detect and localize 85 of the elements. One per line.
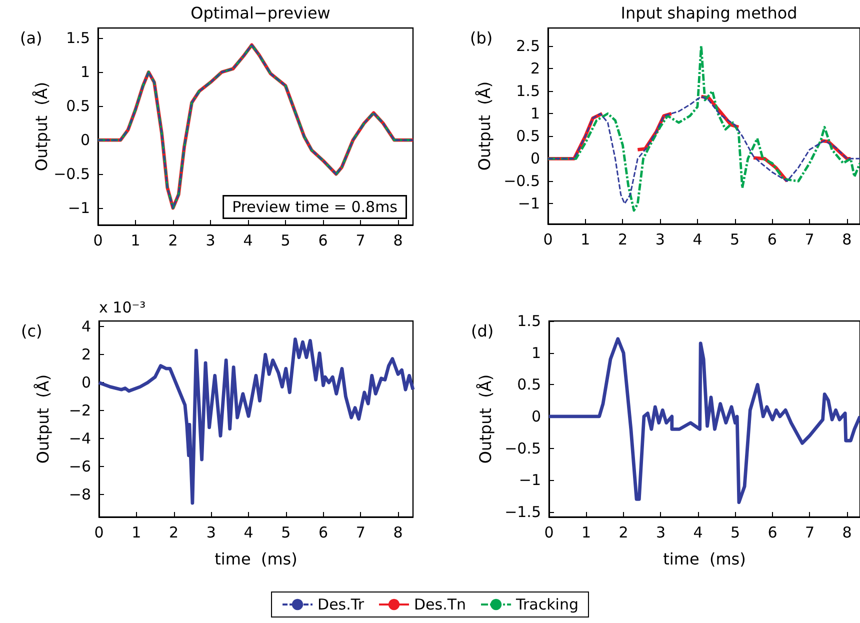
legend-label: Des.Tr bbox=[318, 596, 365, 614]
y-tick-label: 2 bbox=[81, 346, 91, 364]
y-tick-label: 1.5 bbox=[517, 312, 541, 330]
x-tick-label: 4 bbox=[693, 524, 703, 542]
text: (a) bbox=[20, 28, 42, 48]
x-tick-label: 1 bbox=[580, 230, 590, 248]
x-tick-label: 6 bbox=[318, 524, 328, 542]
text: (b) bbox=[470, 28, 493, 48]
y-tick-label: 1 bbox=[530, 104, 540, 123]
y-tick-label: −6 bbox=[68, 458, 91, 476]
x-tick-label: 3 bbox=[206, 232, 216, 250]
y-tick-label: −4 bbox=[68, 430, 91, 448]
legend-label: Tracking bbox=[515, 596, 578, 614]
x-tick-label: 6 bbox=[318, 232, 328, 250]
x-axis-title: time (ms) bbox=[214, 550, 298, 568]
x-axis-title: time (ms) bbox=[663, 550, 746, 568]
x-tick-label: 1 bbox=[581, 524, 592, 542]
y-tick-label: −8 bbox=[68, 486, 91, 504]
x-tick-label: 5 bbox=[730, 230, 740, 248]
x-tick-label: 5 bbox=[281, 524, 291, 542]
x-tick-label: 3 bbox=[206, 524, 216, 542]
x-tick-label: 7 bbox=[356, 232, 366, 250]
y-tick-label: 1 bbox=[531, 344, 541, 362]
y-tick-label: −1 bbox=[518, 194, 540, 213]
x-tick-label: 1 bbox=[130, 232, 140, 250]
line-series bbox=[97, 338, 415, 505]
x-tick-label: 0 bbox=[543, 230, 553, 248]
x-tick-label: 6 bbox=[767, 230, 777, 248]
x-tick-label: 4 bbox=[243, 232, 253, 250]
x-tick-label: 4 bbox=[692, 230, 702, 248]
y-tick-label: 0 bbox=[531, 407, 541, 426]
legend-label: Des.Tn bbox=[414, 596, 466, 614]
x-tick-label: 0 bbox=[544, 524, 554, 542]
y-tick-label: 1.5 bbox=[516, 82, 540, 100]
x-tick-label: 2 bbox=[168, 524, 179, 542]
y-tick-label: −1 bbox=[518, 471, 541, 490]
text: (d) bbox=[471, 322, 494, 340]
x-tick-label: 5 bbox=[730, 524, 740, 542]
y-tick-label: 0.5 bbox=[66, 97, 90, 116]
y-axis-title: Output (Å) bbox=[476, 374, 496, 464]
x-tick-label: 0 bbox=[93, 232, 103, 250]
y-tick-label: 0 bbox=[530, 150, 540, 168]
chart-title: Optimal−preview bbox=[190, 4, 330, 22]
y-tick-label: 2 bbox=[530, 60, 540, 78]
x-tick-label: 2 bbox=[618, 524, 628, 542]
line-series bbox=[546, 44, 860, 212]
y-tick-label: 2.5 bbox=[516, 37, 540, 56]
line-series bbox=[547, 96, 860, 204]
x-tick-label: 1 bbox=[132, 524, 142, 542]
y-axis-title: Output (Å) bbox=[32, 82, 52, 172]
y-tick-label: −1.5 bbox=[504, 502, 541, 521]
text: x 10⁻³ bbox=[99, 298, 146, 316]
x-tick-label: 7 bbox=[356, 524, 366, 542]
x-tick-label: 8 bbox=[842, 230, 852, 248]
x-tick-label: 6 bbox=[768, 524, 778, 542]
y-tick-label: 0 bbox=[80, 131, 90, 150]
x-tick-label: 8 bbox=[393, 524, 403, 542]
x-tick-label: 3 bbox=[656, 524, 666, 542]
line-series bbox=[547, 337, 860, 504]
x-tick-label: 7 bbox=[804, 230, 814, 248]
y-tick-label: 0 bbox=[81, 374, 91, 392]
annotation: Preview time = 0.8ms bbox=[232, 198, 398, 216]
chart-title: Input shaping method bbox=[620, 4, 798, 22]
x-tick-label: 4 bbox=[244, 524, 254, 542]
y-tick-label: −0.5 bbox=[504, 439, 541, 458]
y-axis-title: Output (Å) bbox=[475, 81, 494, 171]
y-tick-label: 0.5 bbox=[516, 127, 540, 146]
y-tick-label: 1 bbox=[80, 63, 90, 82]
y-tick-label: −2 bbox=[68, 402, 91, 420]
x-tick-label: 3 bbox=[655, 230, 665, 248]
x-tick-label: 0 bbox=[94, 524, 104, 542]
x-tick-label: 8 bbox=[842, 524, 852, 542]
x-tick-label: 2 bbox=[618, 230, 628, 248]
text: (c) bbox=[21, 322, 42, 340]
x-tick-label: 2 bbox=[168, 232, 178, 250]
y-axis-title: Output (Å) bbox=[34, 374, 52, 464]
y-tick-label: 0.5 bbox=[517, 376, 541, 394]
x-tick-label: 8 bbox=[393, 232, 403, 250]
y-tick-label: −1 bbox=[68, 199, 90, 218]
y-tick-label: −0.5 bbox=[504, 172, 540, 190]
x-tick-label: 7 bbox=[804, 524, 814, 542]
x-tick-label: 5 bbox=[280, 232, 290, 250]
y-tick-label: 1.5 bbox=[66, 29, 90, 48]
y-tick-label: −0.5 bbox=[54, 165, 90, 184]
y-tick-label: 4 bbox=[81, 318, 91, 336]
